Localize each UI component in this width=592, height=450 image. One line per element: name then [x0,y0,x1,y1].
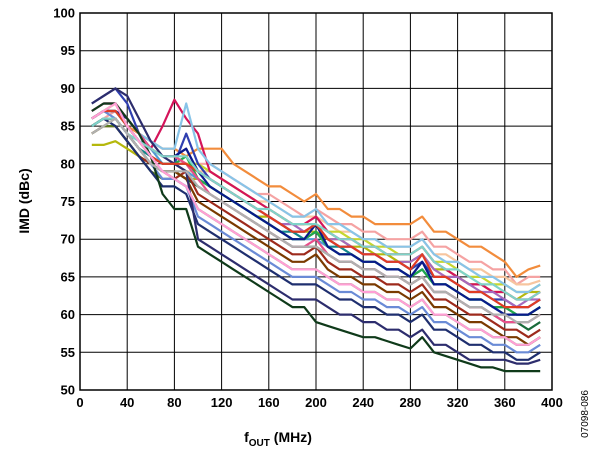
series-line-20 [91,117,541,361]
x-tick-label: 240 [352,395,374,410]
x-axis-label: fOUT (MHz) [244,429,312,449]
x-tick-label: 80 [167,395,181,410]
series-line-24 [91,117,541,301]
series-line-26 [91,102,541,346]
x-tick-label: 400 [541,395,563,410]
y-tick-label: 50 [61,383,75,398]
y-tick-label: 60 [61,307,75,322]
figure-id: 07098-086 [580,390,591,438]
y-tick-labels: 50 55 60 65 70 75 80 85 90 95 100 [53,6,75,398]
y-tick-label: 100 [53,6,75,21]
series-line-22 [91,102,541,373]
x-tick-label: 120 [211,395,233,410]
x-tick-labels: 0 40 80 120 160 200 240 280 320 360 400 [76,395,562,410]
y-axis-label: IMD (dBc) [16,168,32,233]
y-tick-label: 80 [61,156,75,171]
x-axis-label-sub: OUT [249,438,270,449]
series-line-19 [91,109,541,354]
y-tick-label: 65 [61,269,75,284]
grid [79,12,553,391]
x-axis-label-main: f [244,429,249,445]
x-tick-label: 200 [305,395,327,410]
x-tick-label: 360 [494,395,516,410]
x-tick-label: 0 [76,395,83,410]
y-tick-label: 70 [61,232,75,247]
y-tick-label: 55 [61,345,75,360]
y-tick-label: 75 [61,194,75,209]
series-line-10 [91,102,541,294]
series-layer [91,87,541,373]
x-tick-label: 280 [400,395,422,410]
plot-frame [79,12,553,391]
series-line-25 [91,117,541,324]
y-tick-label: 95 [61,43,75,58]
x-tick-label: 160 [258,395,280,410]
x-axis-label-unit: (MHz) [270,429,312,445]
y-tick-label: 90 [61,81,75,96]
x-tick-label: 320 [447,395,469,410]
series-line-21 [91,87,541,365]
y-tick-label: 85 [61,119,75,134]
x-tick-label: 40 [120,395,134,410]
